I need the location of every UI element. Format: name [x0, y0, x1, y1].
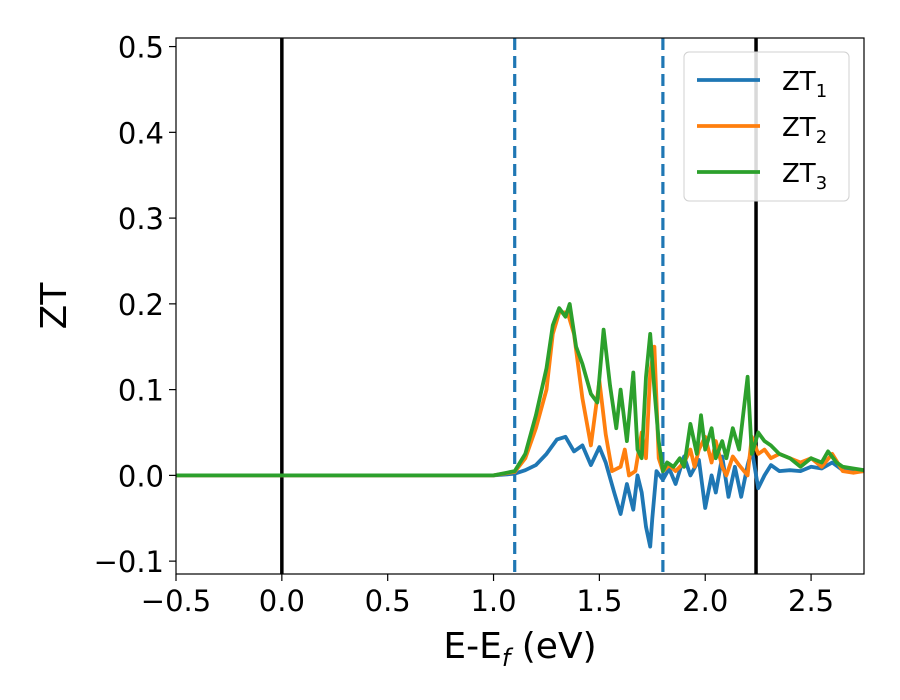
legend: ZT1 ZT2 ZT3: [683, 51, 850, 202]
legend-label-1: ZT1: [782, 67, 827, 102]
legend-label-2: ZT2: [782, 113, 827, 148]
x-axis-label: E-Ef (eV): [443, 626, 596, 672]
y-tick-label: 0.0: [118, 459, 164, 493]
x-tick-label: 1.0: [470, 584, 516, 618]
x-axis-label-unit: (eV): [510, 626, 596, 667]
x-tick-label: 1.5: [576, 584, 622, 618]
y-axis-label: ZT: [34, 282, 75, 330]
y-tick-label: 0.2: [118, 288, 164, 322]
x-axis-label-main: E-E: [443, 626, 501, 667]
x-tick-label: −0.5: [141, 584, 211, 618]
x-tick-label: 0.0: [259, 584, 305, 618]
y-tick-label: 0.4: [118, 116, 164, 150]
y-tick-label: 0.5: [118, 31, 164, 65]
series-line-1: [176, 434, 864, 549]
x-tick-label: 2.5: [788, 584, 834, 618]
legend-box: [683, 51, 850, 202]
legend-label-3: ZT3: [782, 159, 827, 194]
series-line-3: [176, 301, 864, 478]
x-tick-label: 2.0: [682, 584, 728, 618]
y-tick-label: 0.3: [118, 202, 164, 236]
x-tick-label: 0.5: [365, 584, 411, 618]
plot-frame: [175, 37, 865, 575]
y-tick-label: 0.1: [118, 374, 164, 408]
y-tick-label: −0.1: [94, 545, 164, 579]
